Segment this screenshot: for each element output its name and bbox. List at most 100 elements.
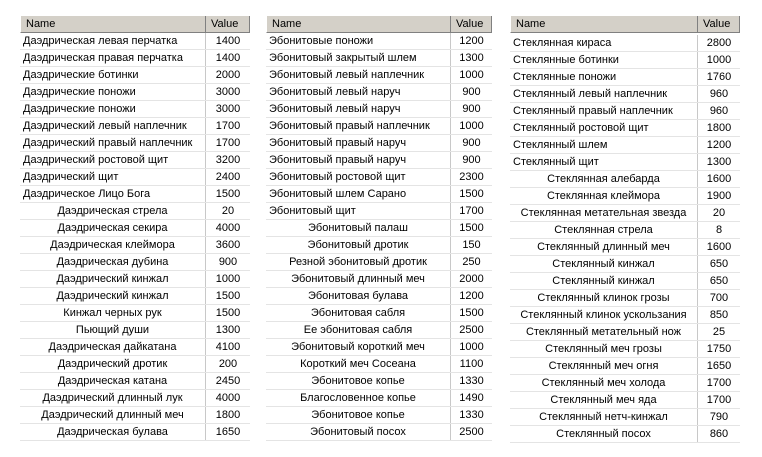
table-row: Эбонитовый закрытый шлем 1300 — [266, 50, 492, 67]
table-row: Стеклянная метательная звезда 20 — [510, 205, 740, 222]
item-value: 2000 — [450, 271, 492, 287]
table-row: Стеклянный меч грозы 1750 — [510, 341, 740, 358]
table-row: Эбонитовый левый наруч 900 — [266, 101, 492, 118]
item-name: Эбонитовый левый наруч — [269, 86, 401, 98]
table-row: Эбонитовое копье 1330 — [266, 373, 492, 390]
table-row: Эбонитовый посох 2500 — [266, 424, 492, 441]
item-value: 1750 — [697, 341, 740, 357]
table-row: Даэдрический ростовой щит 3200 — [20, 152, 250, 169]
item-name: Даэдрический кинжал — [56, 290, 169, 302]
table-row: Стеклянный посох 860 — [510, 426, 740, 443]
item-name: Даэдрический длинный лук — [42, 392, 183, 404]
item-value: 1400 — [205, 33, 250, 49]
table-row: Даэдрический длинный лук 4000 — [20, 390, 250, 407]
item-value: 3000 — [205, 101, 250, 117]
item-name: Эбонитовый короткий меч — [291, 341, 425, 353]
table-row: Стеклянные ботинки 1000 — [510, 52, 740, 69]
item-name: Эбонитовый шлем Сарано — [269, 188, 407, 200]
item-value: 900 — [450, 135, 492, 151]
item-name: Стеклянный щит — [513, 156, 599, 168]
table-row: Эбонитовый дротик 150 — [266, 237, 492, 254]
table-row: Даэдрический кинжал 1000 — [20, 271, 250, 288]
table-row: Даэдрический кинжал 1500 — [20, 288, 250, 305]
item-value: 1000 — [205, 271, 250, 287]
item-name: Эбонитовый закрытый шлем — [269, 52, 417, 64]
item-name: Стеклянный клинок ускользания — [520, 309, 687, 321]
table-row: Короткий меч Сосеана 1100 — [266, 356, 492, 373]
item-value: 1500 — [205, 288, 250, 304]
item-name: Стеклянная клеймора — [546, 190, 661, 202]
item-value: 3000 — [205, 84, 250, 100]
item-value: 1760 — [697, 69, 740, 85]
table-row: Даэдрические поножи 3000 — [20, 84, 250, 101]
item-value: 650 — [697, 256, 740, 272]
item-name: Стеклянный меч грозы — [545, 343, 662, 355]
item-name: Резной эбонитовый дротик — [289, 256, 427, 268]
item-value: 900 — [450, 84, 492, 100]
table-row: Эбонитовый левый наплечник 1000 — [266, 67, 492, 84]
item-value: 1330 — [450, 373, 492, 389]
table-row: Стеклянная кираса 2800 — [510, 35, 740, 52]
table-header: Name Value — [510, 15, 740, 33]
item-value: 1650 — [697, 358, 740, 374]
table-row: Эбонитовый правый наплечник 1000 — [266, 118, 492, 135]
item-value: 1300 — [697, 154, 740, 170]
column-header: Name — [21, 16, 206, 32]
table-row: Даэдрическая катана 2450 — [20, 373, 250, 390]
item-name: Стеклянный меч холода — [541, 377, 666, 389]
item-name: Эбонитовый правый наруч — [269, 154, 407, 166]
table-row: Эбонитовый правый наруч 900 — [266, 135, 492, 152]
item-name: Даэдрическая стрела — [57, 205, 168, 217]
item-name: Даэдрический дротик — [57, 358, 168, 370]
item-name: Даэдрическая секира — [57, 222, 168, 234]
item-value: 900 — [205, 254, 250, 270]
column-header: Value — [206, 16, 250, 32]
item-name: Даэдрический правый наплечник — [23, 137, 193, 149]
item-name: Стеклянный кинжал — [552, 258, 655, 270]
item-name: Эбонитовые поножи — [269, 35, 374, 47]
table-row: Даэдрическая булава 1650 — [20, 424, 250, 441]
table-row: Эбонитовая сабля 1500 — [266, 305, 492, 322]
table-row: Эбонитовое копье 1330 — [266, 407, 492, 424]
item-value: 1400 — [205, 50, 250, 66]
item-name: Даэдрическая дубина — [56, 256, 169, 268]
item-name: Короткий меч Сосеана — [300, 358, 416, 370]
item-value: 1500 — [450, 305, 492, 321]
item-name: Стеклянный левый наплечник — [513, 88, 668, 100]
item-value: 1900 — [697, 188, 740, 204]
table-row: Стеклянный меч яда 1700 — [510, 392, 740, 409]
table-row: Стеклянный ростовой щит 1800 — [510, 120, 740, 137]
table-row: Кинжал черных рук 1500 — [20, 305, 250, 322]
item-name: Даэдрическая булава — [57, 426, 168, 438]
column-header: Value — [451, 16, 492, 32]
item-name: Даэдрический левый наплечник — [23, 120, 187, 132]
item-name: Даэдрические поножи — [23, 86, 136, 98]
item-value: 1700 — [205, 118, 250, 134]
item-name: Стеклянный правый наплечник — [513, 105, 673, 117]
table-row: Эбонитовый шлем Сарано 1500 — [266, 186, 492, 203]
item-value: 1490 — [450, 390, 492, 406]
item-value: 1300 — [205, 322, 250, 338]
item-value: 1100 — [450, 356, 492, 372]
table-row: Стеклянный длинный меч 1600 — [510, 239, 740, 256]
item-name: Даэдрический щит — [23, 171, 119, 183]
item-value: 960 — [697, 86, 740, 102]
item-value: 700 — [697, 290, 740, 306]
table-row: Эбонитовый щит 1700 — [266, 203, 492, 220]
table: Name Value Стеклянная кираса 2800 Стеклянные… — [510, 15, 740, 443]
table-row: Стеклянный кинжал 650 — [510, 256, 740, 273]
item-name: Эбонитовая булава — [307, 290, 409, 302]
item-name: Стеклянная алебарда — [547, 173, 660, 185]
table-header: Name Value — [266, 15, 492, 33]
table-body: Эбонитовые поножи 1200 Эбонитовый закрытый… — [266, 33, 492, 441]
item-value: 2450 — [205, 373, 250, 389]
item-value: 850 — [697, 307, 740, 323]
table-row: Эбонитовый короткий меч 1000 — [266, 339, 492, 356]
item-name: Даэдрический ростовой щит — [23, 154, 169, 166]
item-name: Эбонитовый правый наплечник — [269, 120, 430, 132]
column-header: Name — [267, 16, 451, 32]
item-name: Даэдрическая катана — [57, 375, 168, 387]
item-name: Даэдрическая клеймора — [50, 239, 175, 251]
table-row: Эбонитовый правый наруч 900 — [266, 152, 492, 169]
item-value: 1700 — [697, 392, 740, 408]
